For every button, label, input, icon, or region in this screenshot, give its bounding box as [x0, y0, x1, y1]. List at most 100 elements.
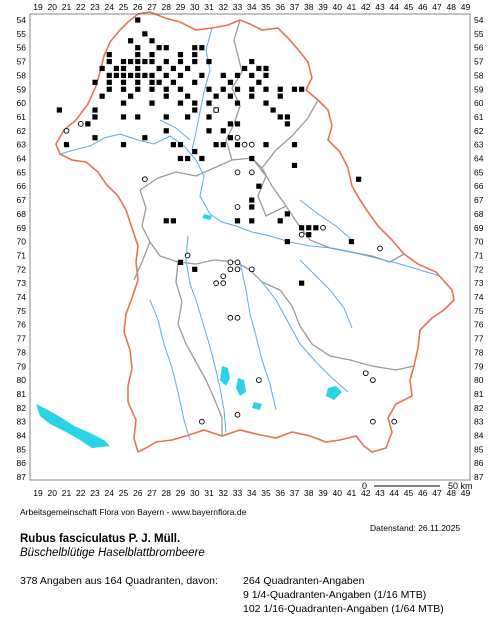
record-filled-square [185, 65, 191, 72]
record-filled-square [163, 58, 169, 65]
grid-label-x: 38 [304, 488, 314, 498]
record-open-circle [227, 314, 234, 321]
record-filled-square [192, 266, 198, 272]
record-filled-square [92, 107, 98, 113]
grid-label-x: 30 [190, 2, 200, 12]
grid-label-x: 49 [461, 488, 471, 498]
grid-labels-bottom: 19 20 21 22 23 24 25 26 27 28 29 30 31 32 33 34 35 36 37 38… [33, 488, 470, 498]
record-open-circle [77, 121, 84, 127]
grid-label-x: 38 [304, 2, 314, 12]
record-filled-square [177, 155, 184, 162]
record-filled-square [348, 239, 355, 245]
record-open-circle [241, 141, 248, 148]
record-filled-square [163, 128, 169, 134]
record-filled-square [192, 45, 198, 51]
grid-label-y: 66 [17, 181, 27, 191]
grid-label-x: 20 [48, 2, 58, 12]
grid-label-y: 73 [17, 278, 27, 288]
record-open-circle [220, 280, 227, 287]
record-filled-square [99, 93, 105, 99]
record-open-circle [298, 231, 305, 238]
grid-label-x: 49 [461, 2, 471, 12]
grid-label-x: 41 [347, 2, 357, 12]
record-filled-square [263, 100, 269, 106]
grid-label-y: 82 [17, 403, 27, 413]
grid-label-y: 54 [474, 15, 484, 25]
grid-label-x: 31 [204, 2, 214, 12]
district-borders [133, 19, 415, 436]
grid-label-x: 36 [276, 488, 286, 498]
grid-label-y: 58 [17, 70, 27, 80]
record-filled-square [227, 135, 233, 141]
record-filled-square [163, 45, 169, 51]
record-open-circle [184, 252, 191, 259]
record-filled-square [192, 148, 198, 155]
record-open-circle [248, 141, 255, 148]
grid-label-x: 21 [62, 488, 72, 498]
grid-label-x: 23 [90, 2, 100, 12]
grid-label-y: 56 [474, 43, 484, 53]
record-filled-square [106, 86, 112, 92]
rivers [59, 27, 441, 441]
grid-label-x: 37 [290, 2, 300, 12]
record-filled-square [206, 100, 212, 106]
grid-label-y: 72 [17, 264, 27, 274]
grid-label-x: 34 [247, 2, 257, 12]
record-open-circle [199, 418, 205, 425]
record-filled-square [99, 65, 105, 72]
record-open-circle [234, 314, 241, 321]
record-filled-square [234, 121, 241, 127]
record-filled-square [227, 121, 233, 127]
stats-line-1: 264 Quadranten-Angaben [243, 575, 365, 587]
grid-label-x: 29 [176, 2, 186, 12]
grid-label-x: 42 [361, 488, 371, 498]
record-filled-square [106, 58, 112, 65]
grid-label-y: 64 [17, 154, 27, 164]
record-filled-square [284, 211, 290, 217]
record-filled-square [227, 79, 233, 85]
grid-label-x: 48 [447, 2, 457, 12]
grid-label-y: 76 [17, 320, 27, 330]
record-filled-square [220, 86, 226, 92]
grid-label-x: 44 [390, 2, 400, 12]
record-filled-square [249, 58, 255, 65]
record-filled-square [299, 86, 305, 92]
record-filled-square [177, 52, 184, 58]
record-filled-square [177, 259, 184, 265]
record-filled-square [142, 135, 148, 141]
record-filled-square [170, 218, 176, 224]
grid-label-y: 70 [17, 237, 27, 247]
grid-label-x: 46 [418, 2, 428, 12]
record-filled-square [277, 93, 283, 99]
grid-label-x: 44 [390, 488, 400, 498]
record-filled-square [120, 86, 127, 92]
grid-label-x: 22 [76, 2, 86, 12]
grid-label-x: 32 [219, 2, 229, 12]
grid-label-x: 47 [432, 488, 442, 498]
record-filled-square [220, 72, 226, 78]
grid-label-y: 77 [17, 334, 27, 344]
record-filled-square [291, 142, 298, 148]
date-label: Datenstand: 26.11.2025 [370, 523, 461, 533]
record-filled-square [277, 86, 283, 92]
grid-label-x: 32 [219, 488, 229, 498]
record-filled-square [113, 72, 119, 78]
record-filled-square [220, 128, 226, 134]
grid-label-x: 26 [133, 2, 143, 12]
grid-label-y: 80 [17, 375, 27, 385]
record-open-circle [234, 259, 241, 266]
grid-label-x: 42 [361, 2, 371, 12]
grid-label-y: 87 [17, 472, 27, 482]
grid-label-y: 60 [474, 98, 484, 108]
record-filled-square [185, 114, 191, 120]
record-filled-square [234, 142, 241, 148]
grid-label-y: 61 [474, 112, 484, 122]
record-filled-square [177, 100, 184, 106]
record-filled-square [128, 93, 134, 99]
record-filled-square [263, 72, 269, 78]
grid-label-x: 19 [33, 2, 43, 12]
record-open-circle [220, 273, 227, 280]
record-filled-square [135, 52, 141, 58]
grid-label-y: 87 [474, 472, 484, 482]
record-filled-square [135, 79, 141, 85]
